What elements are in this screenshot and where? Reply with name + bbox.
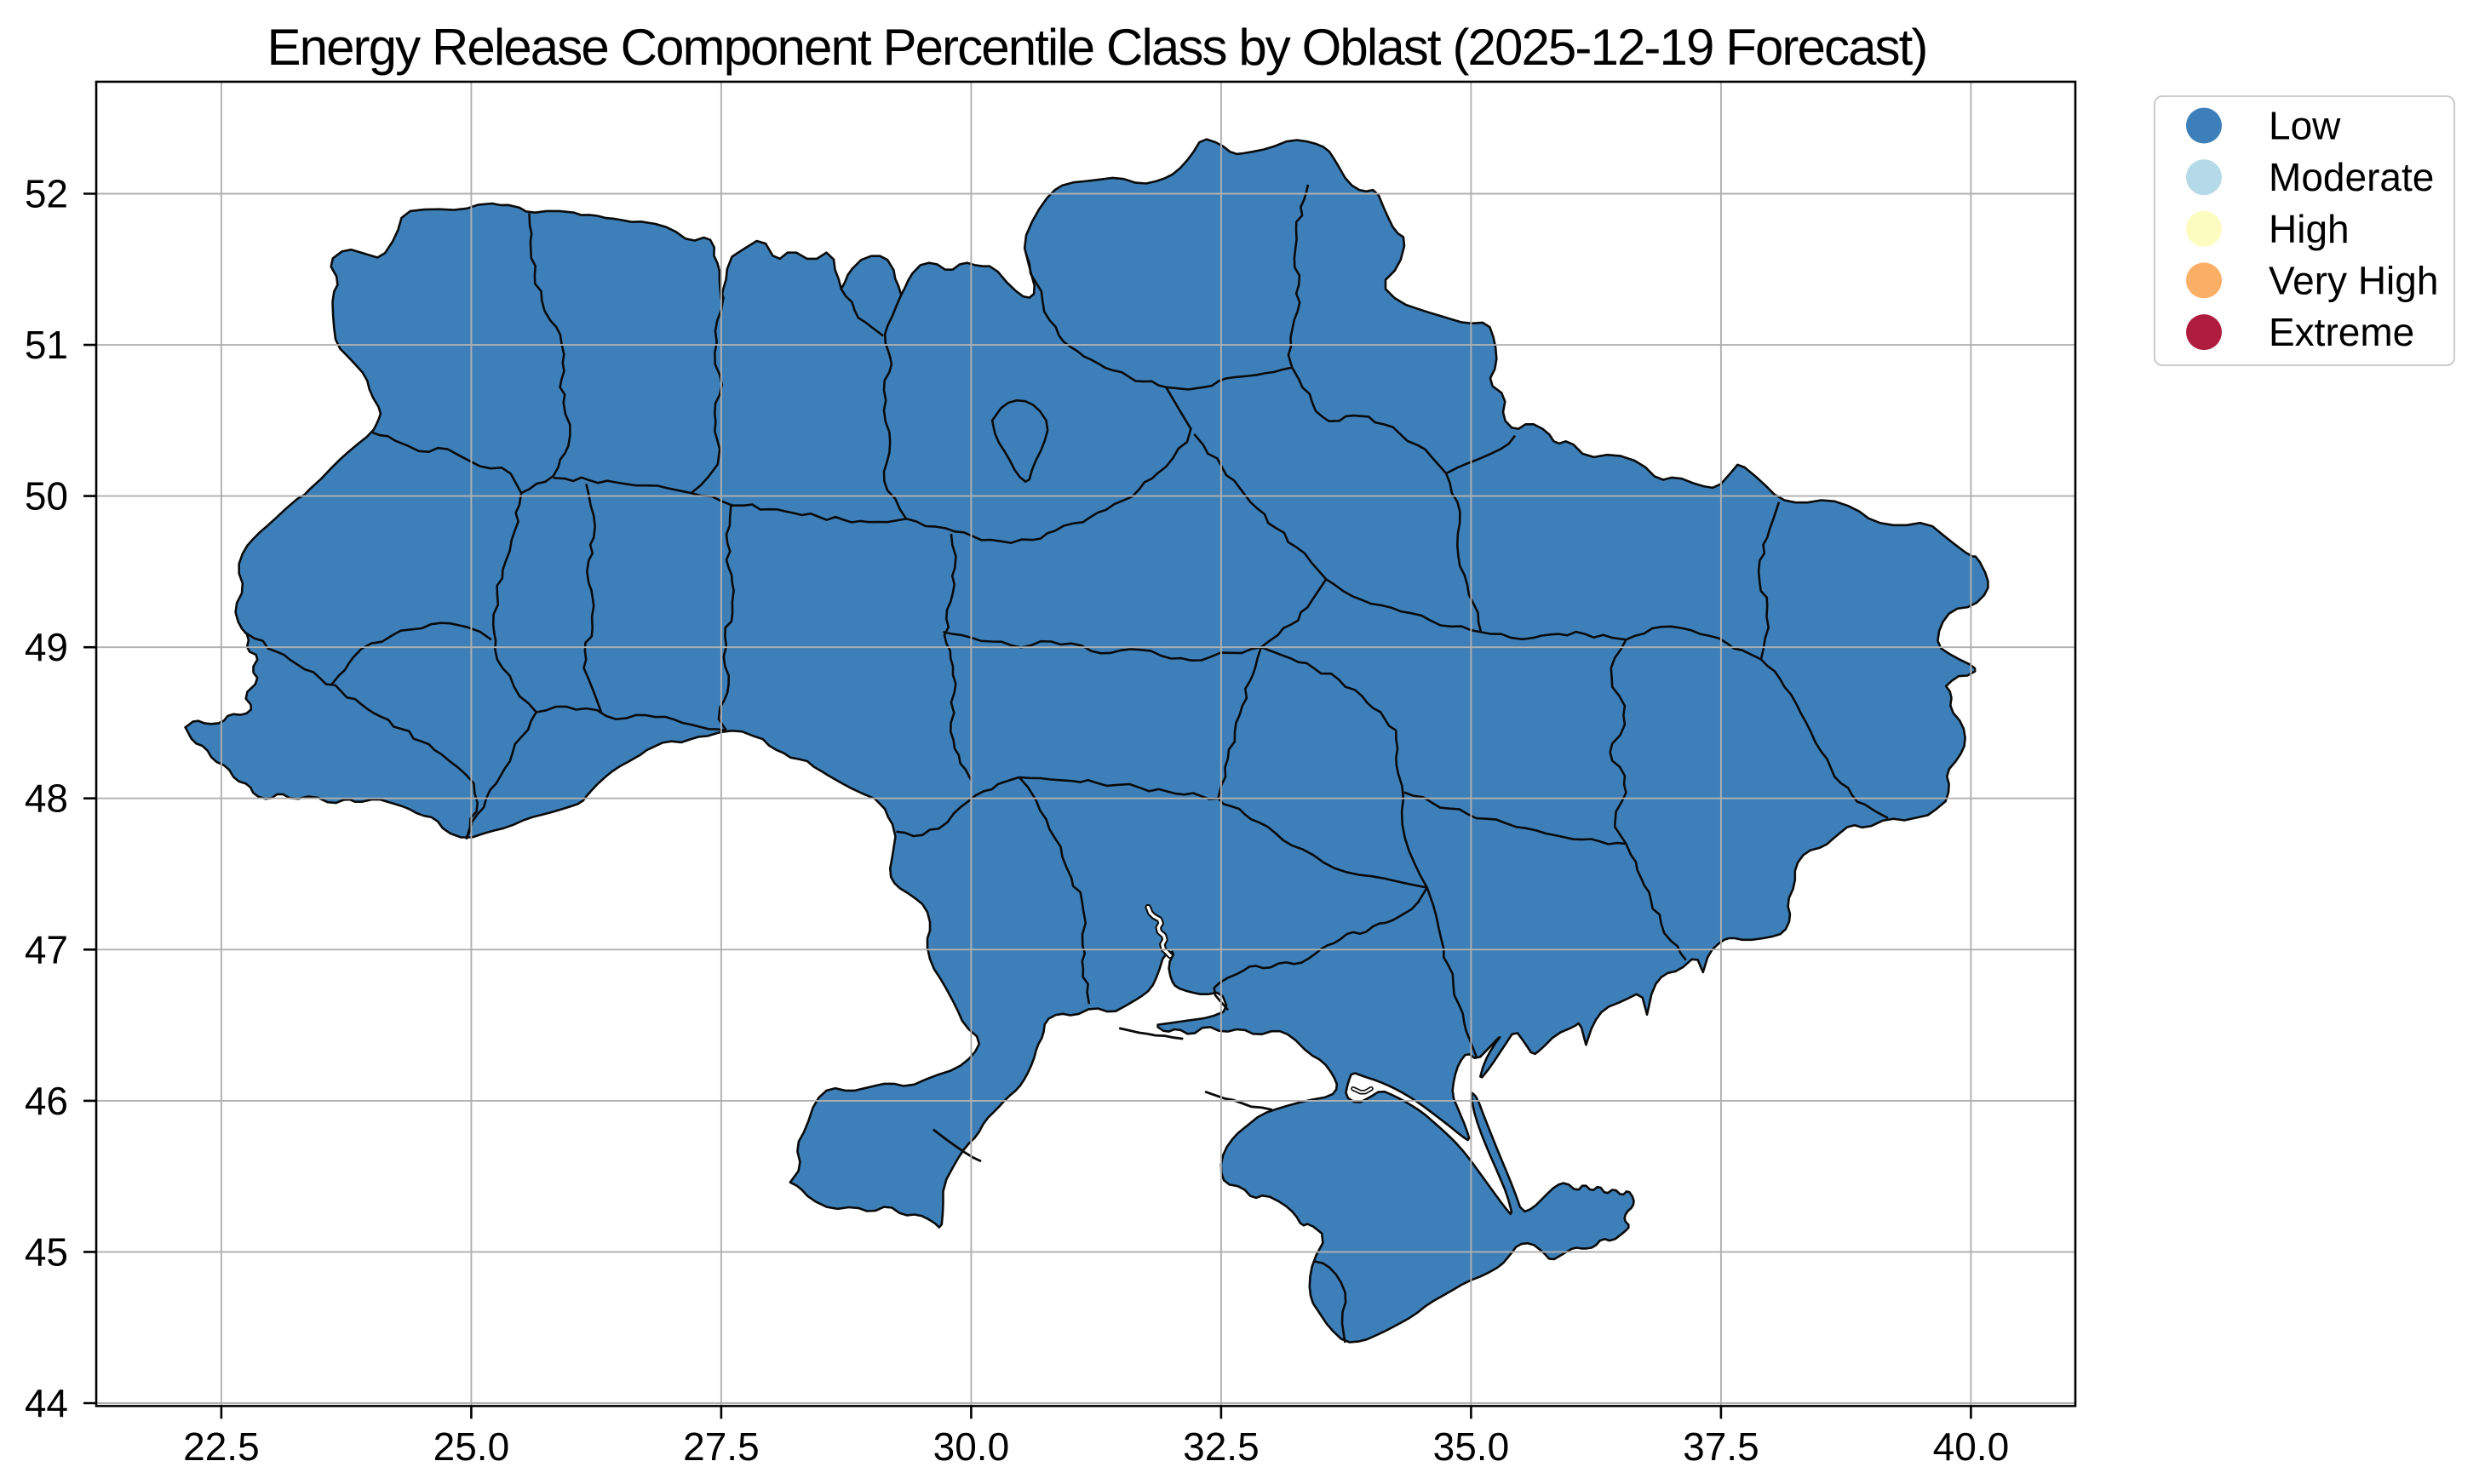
svg-text:22.5: 22.5	[183, 1424, 260, 1469]
svg-text:47: 47	[25, 927, 68, 971]
svg-text:35.0: 35.0	[1433, 1424, 1510, 1469]
svg-text:Energy Release Component Perce: Energy Release Component Percentile Clas…	[267, 19, 1927, 76]
svg-text:49: 49	[25, 625, 68, 669]
svg-text:Very High: Very High	[2269, 258, 2438, 302]
svg-text:45: 45	[25, 1229, 68, 1274]
svg-text:32.5: 32.5	[1183, 1424, 1260, 1469]
svg-text:27.5: 27.5	[683, 1424, 760, 1469]
svg-text:40.0: 40.0	[1933, 1424, 2010, 1469]
svg-text:37.5: 37.5	[1683, 1424, 1759, 1469]
svg-text:48: 48	[25, 776, 68, 821]
svg-text:Moderate: Moderate	[2269, 155, 2434, 199]
svg-text:Low: Low	[2269, 104, 2341, 148]
svg-text:46: 46	[25, 1079, 68, 1123]
svg-text:52: 52	[25, 172, 68, 216]
svg-text:30.0: 30.0	[933, 1424, 1010, 1469]
svg-text:25.0: 25.0	[433, 1424, 510, 1469]
svg-text:44: 44	[25, 1381, 68, 1425]
svg-text:51: 51	[25, 323, 68, 367]
svg-text:Extreme: Extreme	[2269, 310, 2414, 354]
svg-text:50: 50	[25, 474, 68, 519]
svg-text:High: High	[2269, 207, 2350, 251]
